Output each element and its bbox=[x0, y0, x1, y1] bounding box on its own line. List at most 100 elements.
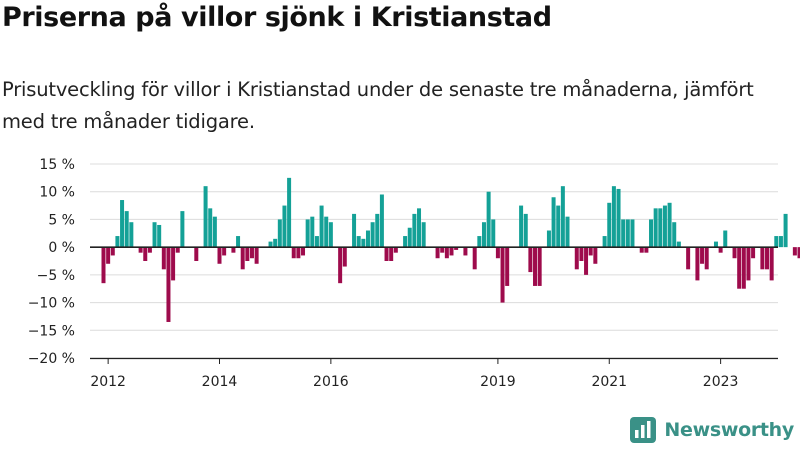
bar bbox=[760, 247, 765, 270]
bar bbox=[444, 247, 449, 259]
page-title: Priserna på villor sjönk i Kristianstad bbox=[2, 2, 552, 33]
bar bbox=[449, 247, 454, 256]
bar bbox=[519, 205, 524, 248]
bar bbox=[732, 247, 737, 259]
bar bbox=[393, 247, 398, 253]
bar bbox=[375, 213, 380, 248]
bar bbox=[500, 247, 505, 303]
bar bbox=[217, 247, 222, 264]
bar bbox=[676, 241, 681, 248]
bar bbox=[700, 247, 705, 264]
bar bbox=[765, 247, 770, 270]
bar bbox=[579, 247, 584, 261]
bar bbox=[352, 213, 357, 248]
bar bbox=[658, 208, 663, 248]
x-tick-label: 2014 bbox=[202, 374, 238, 390]
bar bbox=[741, 247, 746, 289]
bar bbox=[440, 247, 445, 253]
bar bbox=[546, 230, 551, 248]
gridlines bbox=[90, 163, 778, 359]
bar bbox=[435, 247, 440, 259]
bar bbox=[751, 247, 756, 259]
bar bbox=[616, 188, 621, 248]
bar bbox=[593, 247, 598, 264]
bar bbox=[370, 222, 375, 248]
bar bbox=[505, 247, 510, 286]
bar bbox=[342, 247, 347, 267]
bar bbox=[129, 222, 134, 248]
bar bbox=[287, 177, 292, 248]
bar bbox=[667, 202, 672, 248]
bar bbox=[208, 208, 213, 248]
bar bbox=[194, 247, 199, 261]
bar bbox=[649, 219, 654, 248]
bar bbox=[486, 191, 491, 248]
bar bbox=[166, 247, 171, 322]
bar bbox=[556, 205, 561, 248]
bar bbox=[361, 238, 366, 248]
bar bbox=[584, 247, 589, 275]
bar bbox=[143, 247, 148, 261]
bar bbox=[602, 236, 607, 248]
bar bbox=[560, 186, 565, 248]
chart-subtitle: Prisutveckling för villor i Kristianstad… bbox=[2, 78, 754, 133]
y-tick-label: −10 % bbox=[28, 296, 75, 312]
y-tick-label: −15 % bbox=[28, 323, 75, 339]
bar bbox=[477, 236, 482, 248]
bar bbox=[653, 208, 658, 248]
newsworthy-logo-text: Newsworthy bbox=[664, 419, 794, 441]
bar bbox=[338, 247, 343, 284]
x-tick-label: 2019 bbox=[480, 374, 516, 390]
bar bbox=[797, 247, 800, 259]
bar bbox=[101, 247, 106, 284]
bar bbox=[495, 247, 500, 259]
bar bbox=[110, 247, 115, 256]
bar bbox=[249, 247, 254, 259]
bar bbox=[277, 219, 282, 248]
bar bbox=[157, 224, 162, 248]
bar bbox=[686, 247, 691, 270]
bar bbox=[412, 213, 417, 248]
bar bbox=[463, 247, 468, 256]
bar bbox=[672, 222, 677, 248]
bar bbox=[282, 205, 287, 248]
y-tick-label: −5 % bbox=[37, 268, 75, 284]
y-tick-label: 0 % bbox=[48, 240, 75, 256]
bar bbox=[314, 236, 319, 248]
bar bbox=[588, 247, 593, 256]
bar bbox=[296, 247, 301, 259]
bar bbox=[421, 222, 426, 248]
bar bbox=[481, 222, 486, 248]
bar bbox=[611, 186, 616, 248]
bar bbox=[551, 197, 556, 248]
x-tick-label: 2021 bbox=[591, 374, 627, 390]
bar bbox=[379, 194, 384, 248]
x-tick-label: 2023 bbox=[703, 374, 739, 390]
newsworthy-logo: Newsworthy bbox=[630, 416, 794, 444]
bar bbox=[384, 247, 389, 261]
bar bbox=[222, 247, 227, 256]
bar bbox=[115, 236, 120, 248]
bar bbox=[245, 247, 250, 261]
bar bbox=[138, 247, 143, 253]
bar bbox=[639, 247, 644, 253]
bar bbox=[417, 208, 422, 248]
bar bbox=[124, 211, 129, 248]
bar bbox=[273, 238, 278, 248]
bar bbox=[528, 247, 533, 273]
bar bbox=[175, 247, 180, 253]
bar bbox=[328, 222, 333, 248]
bar bbox=[324, 216, 329, 248]
y-axis-ticks: 15 % 10 % 5 % 0 % −5 % −10 % −15 % −20 % bbox=[28, 157, 75, 367]
y-tick-label: 10 % bbox=[39, 185, 75, 201]
y-tick-label: 5 % bbox=[48, 212, 75, 228]
bar bbox=[630, 219, 635, 248]
bar bbox=[147, 247, 152, 253]
bar bbox=[695, 247, 700, 281]
y-tick-label: −20 % bbox=[28, 351, 75, 367]
bar bbox=[120, 200, 125, 248]
bar bbox=[565, 216, 570, 248]
bar bbox=[783, 213, 788, 248]
bar bbox=[644, 247, 649, 253]
x-tick-label: 2016 bbox=[313, 374, 349, 390]
